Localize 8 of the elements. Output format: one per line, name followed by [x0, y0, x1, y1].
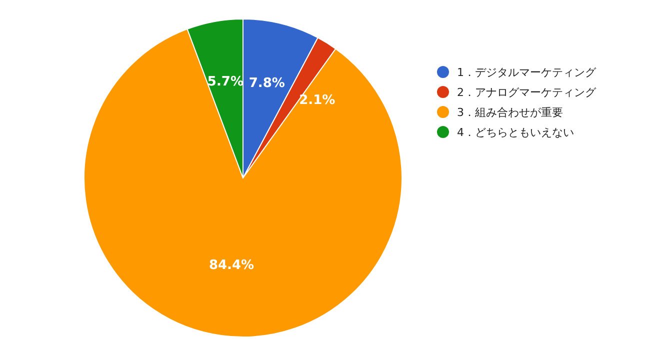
- data-label: 84.4%: [208, 258, 254, 274]
- legend-label: 3．組み合わせが重要: [457, 106, 563, 119]
- data-label: 2.1%: [299, 92, 336, 108]
- legend-label: 4．どちらともいえない: [457, 126, 574, 139]
- data-label: 7.8%: [248, 76, 285, 91]
- legend-label: 2．アナログマーケティング: [457, 86, 597, 99]
- data-label: 5.7%: [207, 74, 244, 90]
- legend-label: 1．デジタルマーケティング: [457, 66, 597, 79]
